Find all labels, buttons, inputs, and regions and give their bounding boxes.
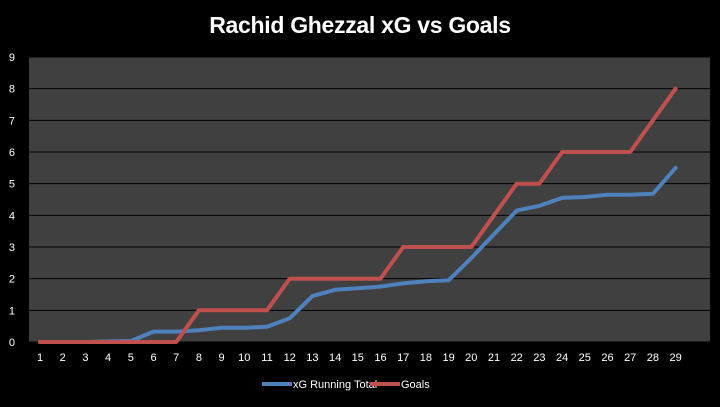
y-tick-label: 1 xyxy=(9,305,15,317)
legend: xG Running Total Goals xyxy=(262,379,430,391)
x-tick-label: 24 xyxy=(556,352,568,364)
x-tick-label: 17 xyxy=(397,352,409,364)
x-tick-label: 16 xyxy=(374,352,386,364)
y-tick-label: 7 xyxy=(9,115,15,127)
x-tick-label: 23 xyxy=(533,352,545,364)
x-tick-label: 5 xyxy=(128,352,134,364)
y-tick-label: 8 xyxy=(9,84,15,96)
x-tick-label: 7 xyxy=(173,352,179,364)
plot-area xyxy=(29,57,710,342)
series-line-xg-running-total xyxy=(38,165,678,344)
x-tick-label: 27 xyxy=(624,352,636,364)
y-tick-label: 4 xyxy=(9,210,15,222)
series-lines xyxy=(38,86,678,344)
y-tick-label: 5 xyxy=(9,179,15,191)
x-tick-label: 18 xyxy=(420,352,432,364)
x-tick-label: 19 xyxy=(442,352,454,364)
x-tick-label: 13 xyxy=(306,352,318,364)
x-tick-label: 28 xyxy=(647,352,659,364)
x-tick-label: 25 xyxy=(579,352,591,364)
x-tick-label: 9 xyxy=(219,352,225,364)
x-axis: 1 2 3 4 5 6 7 8 9 10 11 12 13 14 15 16 17 18 19 20 21 22 23 24 2… xyxy=(37,352,682,364)
x-tick-label: 11 xyxy=(261,352,272,364)
x-tick-label: 12 xyxy=(284,352,296,364)
x-tick-label: 21 xyxy=(488,352,500,364)
y-tick-label: 0 xyxy=(9,337,15,349)
x-tick-label: 29 xyxy=(669,352,681,364)
x-tick-label: 10 xyxy=(238,352,250,364)
y-tick-label: 6 xyxy=(9,147,15,159)
legend-item: xG Running Total xyxy=(262,379,377,391)
chart-title: Rachid Ghezzal xG vs Goals xyxy=(209,12,511,38)
x-tick-label: 6 xyxy=(150,352,156,364)
legend-label: xG Running Total xyxy=(293,379,377,391)
x-tick-label: 15 xyxy=(352,352,364,364)
y-tick-label: 3 xyxy=(9,242,15,254)
x-tick-label: 2 xyxy=(60,352,66,364)
y-tick-label: 2 xyxy=(9,274,15,286)
y-axis: 0 1 2 3 4 5 6 7 8 9 xyxy=(9,52,15,349)
x-tick-label: 1 xyxy=(37,352,43,364)
legend-item: Goals xyxy=(370,379,430,391)
x-tick-label: 14 xyxy=(329,352,341,364)
legend-label: Goals xyxy=(401,379,430,391)
x-tick-label: 3 xyxy=(82,352,88,364)
x-tick-label: 20 xyxy=(465,352,477,364)
x-tick-label: 22 xyxy=(511,352,523,364)
x-tick-label: 26 xyxy=(601,352,613,364)
x-tick-label: 4 xyxy=(105,352,111,364)
x-tick-label: 8 xyxy=(196,352,202,364)
y-tick-label: 9 xyxy=(9,52,15,64)
series-line-goals xyxy=(38,86,678,344)
